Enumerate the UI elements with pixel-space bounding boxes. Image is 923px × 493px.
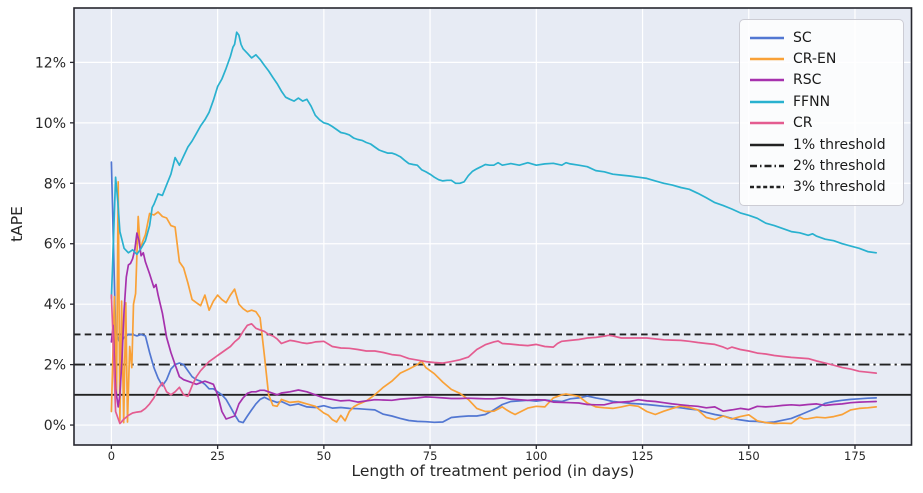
- legend-item-label: CR: [793, 115, 813, 132]
- legend-line-swatch-icon: [750, 77, 784, 83]
- legend-item-label: 3% threshold: [793, 179, 886, 196]
- series-line-CR: [110, 294, 878, 425]
- series-line-RSC: [110, 232, 878, 420]
- x-tick-label: 25: [210, 449, 225, 463]
- legend-item: SC: [750, 27, 893, 48]
- plot-border: [73, 7, 913, 446]
- y-axis-label: tAPE: [8, 206, 26, 242]
- legend-item: 2% threshold: [750, 156, 893, 177]
- y-tick-label: 6%: [44, 237, 66, 253]
- legend-item: FFNN: [750, 91, 893, 112]
- legend-item-label: 2% threshold: [793, 158, 886, 175]
- x-tick-label: 0: [108, 449, 115, 463]
- legend-item: 1% threshold: [750, 134, 893, 155]
- y-tick-label: 8%: [44, 176, 66, 192]
- legend-item-label: CR-EN: [793, 50, 837, 67]
- series-line-SC: [110, 161, 878, 424]
- legend-item: 3% threshold: [750, 177, 893, 198]
- legend-item-label: RSC: [793, 72, 822, 89]
- legend-line-swatch-icon: [750, 142, 784, 148]
- legend-line-swatch-icon: [750, 163, 784, 169]
- x-tick-label: 150: [738, 449, 760, 463]
- x-tick-label: 50: [317, 449, 332, 463]
- x-tick-label: 100: [525, 449, 547, 463]
- series-line-FFNN: [110, 31, 878, 299]
- legend-line-swatch-icon: [750, 184, 784, 190]
- x-tick-label: 75: [423, 449, 438, 463]
- x-tick-label: 175: [844, 449, 866, 463]
- legend-line-swatch-icon: [750, 120, 784, 126]
- y-tick-label: 2%: [44, 358, 66, 374]
- legend-item-label: FFNN: [793, 93, 831, 110]
- y-tick-label: 0%: [44, 418, 66, 434]
- legend: SC CR-EN RSC FFNN CR 1% threshold 2% threshold…: [739, 19, 904, 206]
- series-line-CR-EN: [110, 180, 878, 425]
- y-tick-label: 10%: [35, 116, 66, 132]
- legend-item: RSC: [750, 70, 893, 91]
- legend-item: CR-EN: [750, 48, 893, 69]
- legend-item-label: SC: [793, 29, 812, 46]
- legend-item: CR: [750, 113, 893, 134]
- legend-line-swatch-icon: [750, 56, 784, 62]
- x-tick-label: 125: [632, 449, 654, 463]
- legend-item-label: 1% threshold: [793, 136, 886, 153]
- y-tick-label: 12%: [35, 55, 66, 71]
- x-axis-label: Length of treatment period (in days): [351, 462, 635, 480]
- legend-line-swatch-icon: [750, 35, 784, 41]
- legend-line-swatch-icon: [750, 99, 784, 105]
- y-tick-label: 4%: [44, 297, 66, 313]
